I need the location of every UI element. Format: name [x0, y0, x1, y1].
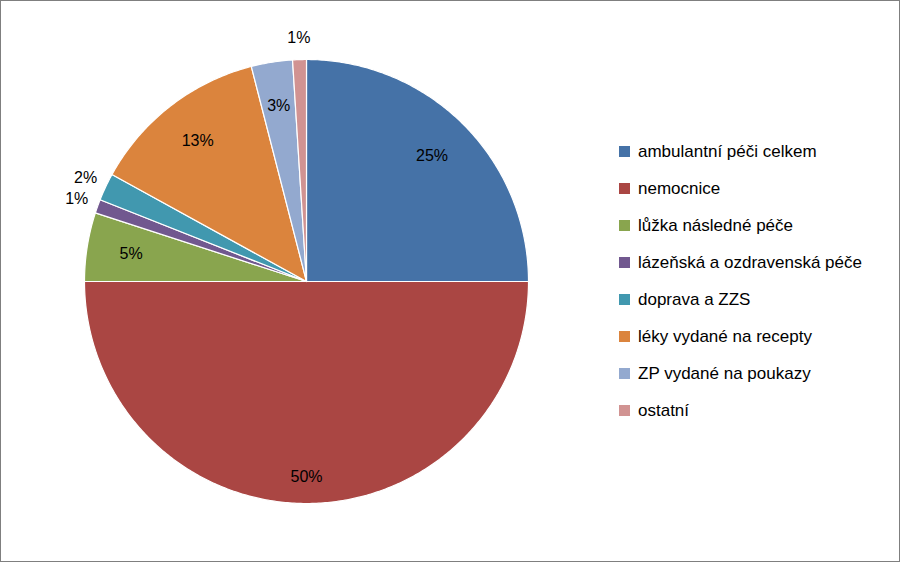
html-text:nemocnice: nemocnice [638, 178, 721, 198]
html-text:ZP vydané na poukazy: ZP vydané na poukazy [638, 363, 811, 383]
svg-text:25%: 25% [416, 147, 448, 164]
svg-text:13%: 13% [182, 132, 214, 149]
svg-text:3%: 3% [267, 97, 290, 114]
svg-text:2%: 2% [74, 169, 97, 186]
html-text:lůžka následné péče: lůžka následné péče [638, 215, 793, 235]
svg-text:5%: 5% [120, 245, 143, 262]
svg-text:50%: 50% [290, 468, 322, 485]
html-text:léky vydané na recepty: léky vydané na recepty [638, 326, 812, 346]
html-text:lázeňská a ozdravenská péče: lázeňská a ozdravenská péče [638, 252, 862, 272]
svg-text:1%: 1% [65, 190, 88, 207]
html-text:ambulantní péči celkem: ambulantní péči celkem [638, 141, 817, 161]
html-text:doprava a ZZS: doprava a ZZS [638, 289, 751, 309]
html-text:ostatní: ostatní [638, 400, 689, 420]
svg-text:1%: 1% [287, 29, 310, 46]
